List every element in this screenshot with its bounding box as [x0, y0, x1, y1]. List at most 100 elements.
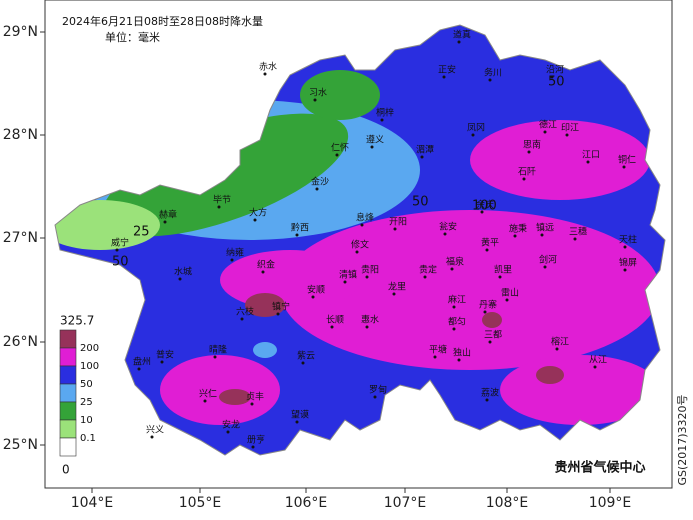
city-dot [471, 133, 475, 137]
city-label: 剑河 [539, 254, 557, 266]
city-dot [217, 205, 221, 209]
city-label: 赫章 [159, 209, 177, 221]
city-label: 遵义 [366, 134, 384, 146]
legend-swatch [59, 347, 77, 367]
city-label: 福泉 [446, 256, 464, 268]
city-dot [442, 75, 446, 79]
city-dot [540, 233, 544, 237]
contour-label: 50 [412, 195, 429, 210]
city-dot [420, 155, 424, 159]
city-label: 开阳 [389, 217, 407, 228]
contour-label: 50 [548, 75, 565, 90]
city-dot [450, 267, 454, 271]
city-label: 册亨 [247, 434, 265, 446]
legend-min: 0 [62, 463, 70, 477]
lon-label: 108°E [486, 495, 529, 511]
legend-swatch [59, 419, 77, 439]
city-label: 镇远 [536, 222, 554, 234]
lat-label: 25°N [3, 437, 38, 453]
city-dot [513, 234, 517, 238]
city-label: 安龙 [222, 419, 240, 431]
city-dot [226, 430, 230, 434]
lat-label: 27°N [3, 230, 38, 246]
city-label: 道真 [453, 29, 471, 41]
city-label: 都匀 [448, 316, 466, 328]
city-label: 思南 [523, 139, 541, 151]
city-dot [527, 150, 531, 154]
city-dot [485, 248, 489, 252]
city-dot [380, 118, 384, 122]
city-label: 黄平 [481, 237, 499, 249]
city-label: 惠水 [361, 314, 379, 326]
city-dot [393, 227, 397, 231]
city-label: 习水 [309, 87, 327, 99]
city-dot [295, 233, 299, 237]
unit: 单位：毫米 [105, 30, 160, 44]
city-dot [213, 355, 217, 359]
city-dot [360, 223, 364, 227]
legend-label: 0.1 [80, 433, 96, 444]
city-dot [483, 310, 487, 314]
city-dot [452, 305, 456, 309]
city-label: 修文 [351, 239, 369, 251]
city-dot [457, 358, 461, 362]
city-dot [543, 130, 547, 134]
city-label: 雷山 [501, 288, 519, 299]
legend-label: 10 [80, 415, 93, 426]
city-label: 普安 [156, 349, 174, 361]
contour-label: 100 [472, 199, 497, 214]
contour-label: 25 [133, 225, 150, 240]
city-dot [315, 187, 319, 191]
city-dot [586, 160, 590, 164]
city-dot [365, 325, 369, 329]
legend-label: 50 [80, 379, 93, 390]
city-label: 六枝 [236, 306, 254, 318]
city-label: 罗甸 [369, 384, 387, 396]
city-label: 施秉 [509, 223, 527, 235]
city-dot [480, 210, 484, 214]
city-dot [261, 270, 265, 274]
legend-swatch [59, 401, 77, 421]
city-dot [355, 250, 359, 254]
city-dot [573, 237, 577, 241]
city-label: 晴隆 [209, 344, 227, 356]
city-dot [433, 355, 437, 359]
city-label: 贞丰 [246, 391, 264, 403]
city-label: 三都 [484, 330, 502, 341]
lon-label: 105°E [179, 495, 222, 511]
city-label: 盘州 [133, 356, 151, 368]
city-dot [295, 420, 299, 424]
city-label: 铜仁 [618, 154, 636, 166]
city-dot [150, 435, 154, 439]
city-dot [276, 312, 280, 316]
city-dot [522, 177, 526, 181]
legend-label: 100 [80, 361, 99, 372]
city-label: 大方 [249, 207, 267, 219]
city-dot [423, 275, 427, 279]
city-label: 金沙 [311, 176, 329, 188]
legend-label: 25 [80, 397, 93, 408]
city-label: 从江 [589, 355, 607, 366]
city-dot [250, 402, 254, 406]
city-label: 天柱 [619, 234, 637, 246]
city-label: 石阡 [518, 167, 536, 178]
city-label: 瓮安 [439, 221, 457, 233]
city-label: 凤冈 [467, 123, 485, 134]
city-label: 独山 [453, 347, 471, 359]
city-dot [498, 275, 502, 279]
city-dot [370, 145, 374, 149]
city-label: 贵阳 [361, 264, 379, 276]
city-dot [505, 298, 509, 302]
city-label: 兴义 [146, 425, 164, 436]
city-label: 威宁 [111, 237, 129, 249]
city-dot [623, 245, 627, 249]
city-dot [330, 325, 334, 329]
city-dot [240, 317, 244, 321]
city-label: 兴仁 [199, 388, 217, 400]
title: 2024年6月21日08时至28日08时降水量 [62, 14, 263, 28]
city-label: 贵定 [419, 264, 437, 276]
city-dot [137, 367, 141, 371]
city-label: 麻江 [448, 294, 466, 306]
city-dot [253, 218, 257, 222]
city-dot [335, 153, 339, 157]
